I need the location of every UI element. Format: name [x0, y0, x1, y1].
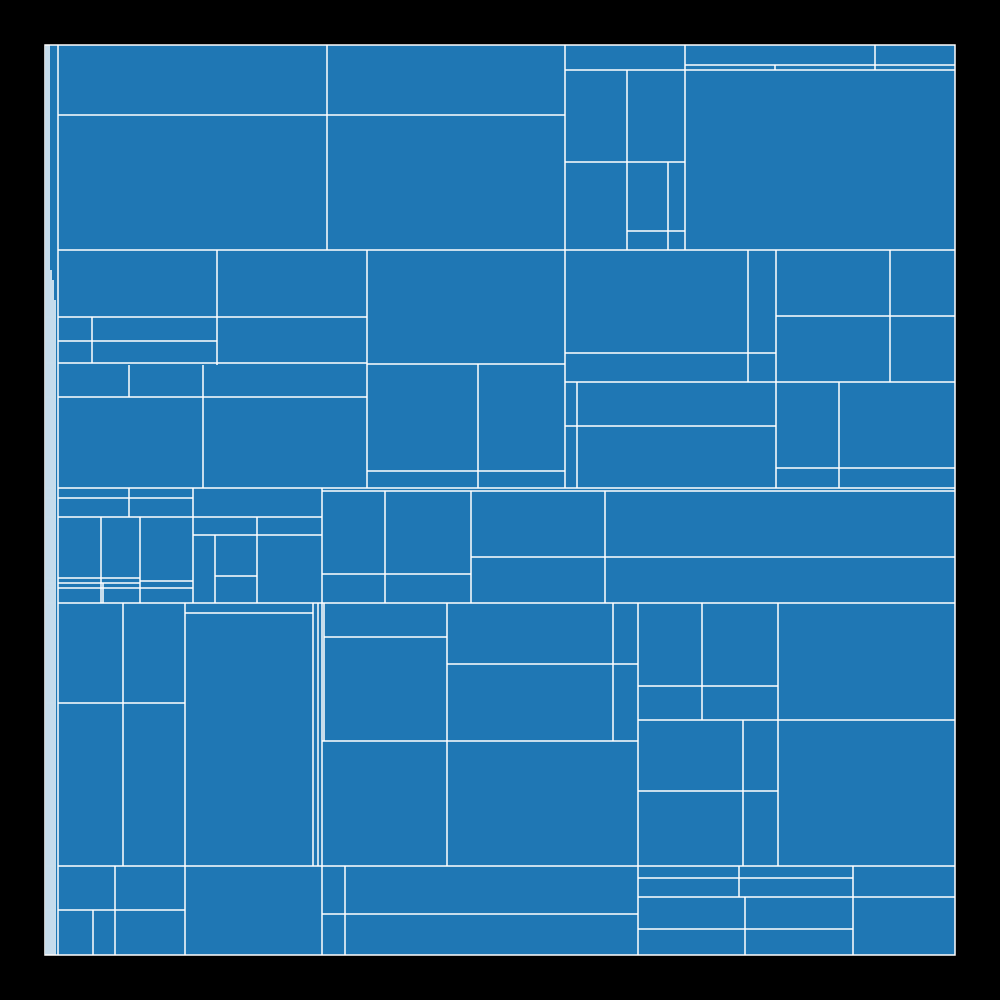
treemap-area: [44, 44, 956, 956]
tile-borders: [46, 45, 955, 955]
